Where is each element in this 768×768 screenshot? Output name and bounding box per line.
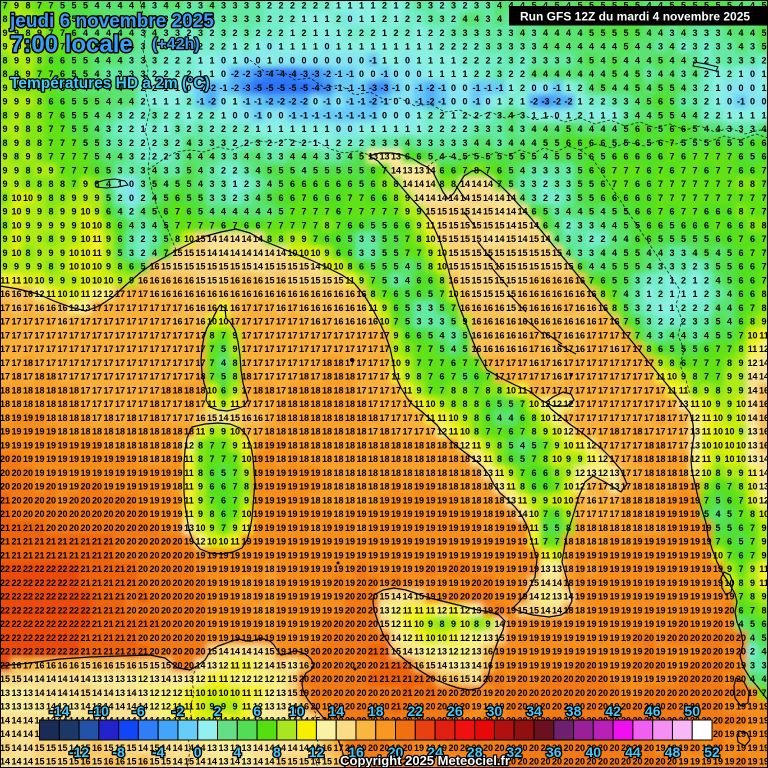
- svg-text:202019191919191919191919181818: 20201919191919191919191918181819 11 8 7 7 7 10…: [0, 454, 768, 464]
- svg-text:181818181818181717171717171718: 18181818181818171717171717171818181810 6 9…: [0, 385, 768, 395]
- svg-text:-8: -8: [112, 744, 125, 760]
- svg-text:222222222222222221212120202020: 2222222222222222212121202020202020201919…: [0, 605, 767, 615]
- svg-text:-12: -12: [69, 744, 89, 760]
- svg-text:44: 44: [625, 744, 641, 760]
- svg-text:50: 50: [684, 703, 700, 719]
- svg-text:Run GFS 12Z du mardi 4 novembr: Run GFS 12Z du mardi 4 novembre 2025: [520, 10, 750, 24]
- svg-text:151514141414141413131313121314: 151514141414141413131313121314131312 11 11…: [0, 674, 767, 684]
- svg-text:34: 34: [526, 703, 542, 719]
- svg-text:jeudi 6 novembre 2025: jeudi 6 novembre 2025: [9, 11, 214, 32]
- svg-text:222222222222222221212121212120: 2222222222222222212121212121202020201919…: [0, 619, 767, 629]
- svg-text:171817181817171717171717171717: 171817181817171717171717171717171718 7 5 8 1…: [0, 372, 768, 382]
- svg-text:12: 12: [309, 744, 325, 760]
- svg-text:8: 8: [273, 744, 281, 760]
- svg-text:(+42h): (+42h): [152, 36, 200, 53]
- svg-text:40: 40: [586, 744, 602, 760]
- svg-text:221617161616161516161516151515: 2216171616161615161615161515152020141312…: [0, 660, 767, 670]
- svg-text:131313141414141514141314131212: 13131314141414151414131413121212 11 101010…: [0, 688, 767, 698]
- svg-text:7:00 locale: 7:00 locale: [10, 31, 133, 58]
- svg-text:212020202019202020202020191919: 21202020201920202020202019191919 11 9 7 6 7 9 1…: [0, 495, 768, 505]
- svg-text:222222222222222121212121212020: 2222222222222221212121212120202020201514…: [0, 647, 767, 657]
- svg-text:171718171717171717171717171717: 171718171717171717171717171717171717 7 4 8 1…: [0, 358, 768, 368]
- svg-text:46: 46: [645, 703, 661, 719]
- svg-text:14: 14: [328, 703, 344, 719]
- svg-text:2: 2: [214, 703, 222, 719]
- svg-text:212121212121212121212020202020: 2121212121212121212120202020202019121010…: [0, 537, 767, 547]
- svg-text:0: 0: [194, 744, 202, 760]
- svg-text:191919191919191919181818181818: 1919191919191919191818181818181812 8 7 7 9 11…: [0, 440, 768, 450]
- svg-text:18: 18: [368, 703, 384, 719]
- svg-text:-10: -10: [89, 703, 109, 719]
- svg-text:222222222222222221212120212020: 2222222222222222212121202120202020201919…: [0, 592, 767, 602]
- svg-text:181818181818181717171717171817: 181818181818181717171717171817171817 11 9 1…: [0, 399, 768, 409]
- svg-text:-4: -4: [152, 744, 165, 760]
- svg-text:Copyright 2025 Meteociel.fr: Copyright 2025 Meteociel.fr: [340, 753, 510, 768]
- svg-text:202020192019192020191919191919: 20202019201919202019191919191918 11 9 6 6 7 8 1…: [0, 482, 768, 492]
- svg-text:202020191919191919191919191919: 20202019191919191919191919191919 11 8 6 5 7 9 1…: [0, 468, 768, 478]
- svg-text:52: 52: [704, 744, 720, 760]
- svg-text:212121212020202020202020202019: 212121212020202020202020202019191310 9 7 9 1…: [0, 523, 767, 533]
- svg-text:-2: -2: [172, 703, 185, 719]
- svg-text:4: 4: [233, 744, 241, 760]
- svg-text:-14: -14: [49, 703, 69, 719]
- svg-text:222222222222222121212121202020: 2222222222222221212121212020202020191919…: [0, 564, 768, 574]
- svg-text:30: 30: [487, 703, 503, 719]
- svg-text:6: 6: [253, 703, 261, 719]
- svg-text:48: 48: [665, 744, 681, 760]
- svg-text:222222222222222121212121202020: 2222222222222221212121212020202020201919…: [0, 633, 767, 643]
- svg-text:36: 36: [546, 744, 562, 760]
- svg-text:Températures HD à 2m (°C): Températures HD à 2m (°C): [10, 75, 210, 92]
- svg-text:222222222222222121212121202020: 2222222222222221212121212020202020201919…: [0, 578, 768, 588]
- svg-text:10: 10: [289, 703, 305, 719]
- svg-text:26: 26: [447, 703, 463, 719]
- svg-text:212020202020202020202020201919: 21202020202020202020202020191919 11 9 8 6 7 10…: [0, 509, 768, 519]
- svg-text:42: 42: [605, 703, 621, 719]
- svg-text:212121212121212121212020202020: 2121212121212121212120202020202020191919…: [0, 550, 767, 560]
- svg-text:38: 38: [566, 703, 582, 719]
- svg-text:181919191818181817181718171817: 1819191918181818171817181718171717161514…: [0, 413, 768, 423]
- svg-text:191919191918181818181818181818: 1919191919181818181818181818181818 11 9 9 10…: [0, 427, 768, 437]
- svg-text:-6: -6: [132, 703, 145, 719]
- svg-text:22: 22: [408, 703, 424, 719]
